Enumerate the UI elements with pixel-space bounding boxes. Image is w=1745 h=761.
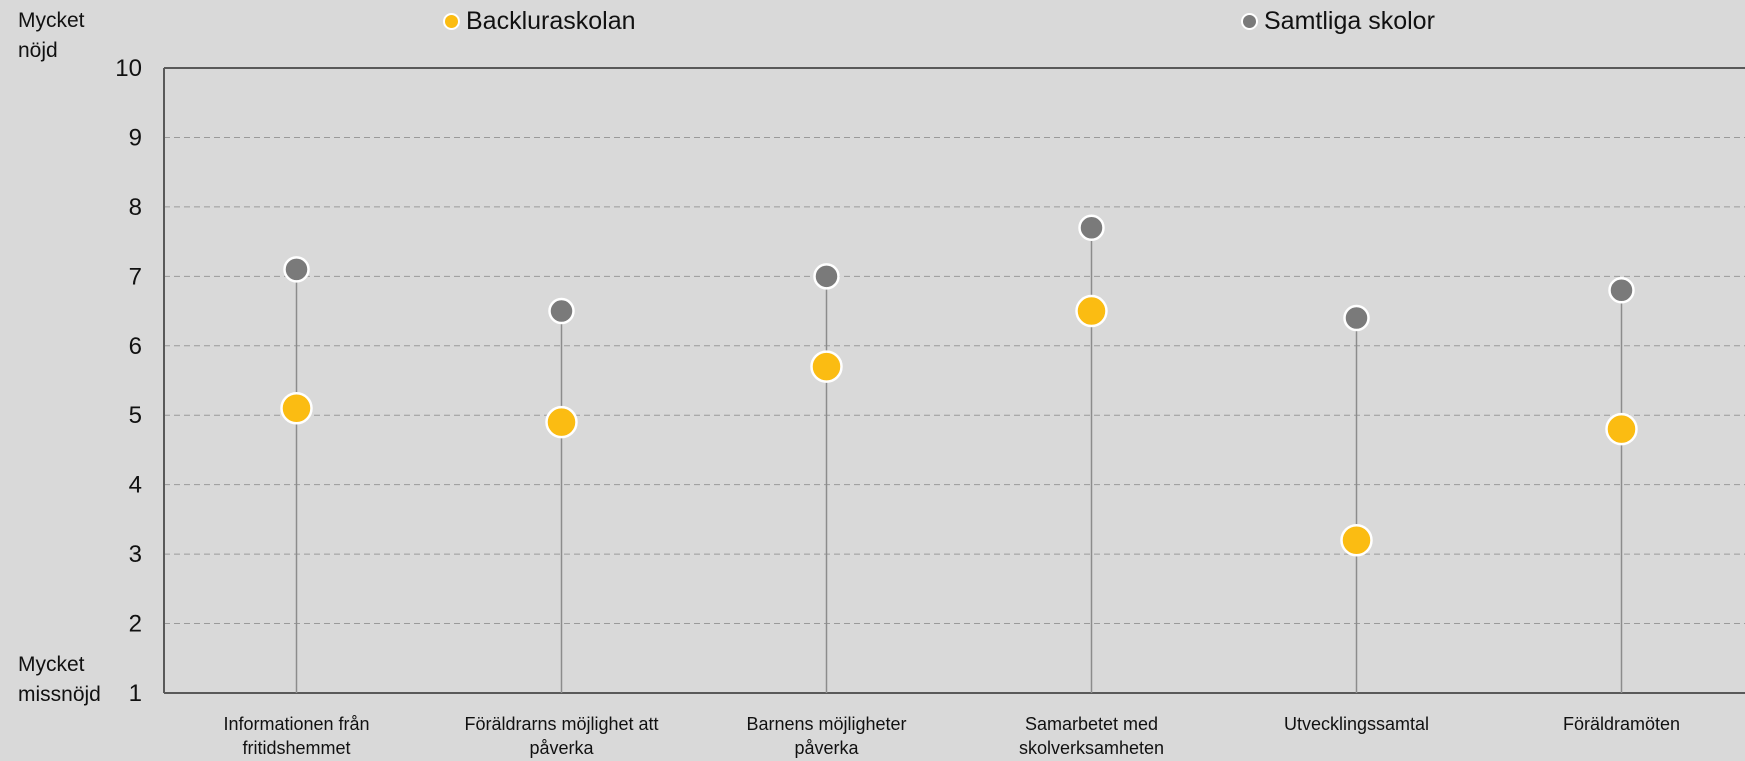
x-category-label-line: Barnens möjligheter [746,714,906,734]
x-category-labels: Informationen från fritidshemmet Föräldrar… [223,714,1680,758]
y-tick-label: 8 [129,194,142,221]
point-samtliga-skolor [813,263,840,290]
x-category-label: Informationen från fritidshemmet [223,714,369,758]
point-samtliga-skolor [1078,214,1105,241]
x-category-label: Föräldrarns möjlighet att påverka [464,714,658,758]
x-category-label-line: Informationen från [223,714,369,734]
y-label-bottom: Mycket missnöjd [18,653,101,706]
x-category-label-line: påverka [529,738,594,758]
y-tick-label: 1 [129,680,142,707]
x-category-label-line: Föräldramöten [1563,714,1680,734]
x-category-label-line: fritidshemmet [242,738,350,758]
x-category-label-line: påverka [794,738,859,758]
y-tick-label: 9 [129,124,142,151]
y-tick-label: 2 [129,611,142,638]
legend-item-samtliga-skolor: Samtliga skolor [1241,6,1435,36]
point-backluraskolan [280,392,313,425]
x-category-label: Barnens möjligheter påverka [746,714,906,758]
legend-item-backluraskolan: Backluraskolan [443,6,636,36]
legend-label-backluraskolan: Backluraskolan [466,6,636,35]
point-backluraskolan [1605,412,1638,446]
y-tick-label: 10 [115,55,142,82]
point-backluraskolan [1075,294,1108,328]
x-category-label: Samarbetet med skolverksamheten [1019,714,1164,758]
point-backluraskolan [545,405,578,439]
x-category-label-line: Samarbetet med [1025,714,1158,734]
point-samtliga-skolor [283,256,310,283]
point-backluraskolan [810,350,843,383]
point-samtliga-skolor [1343,304,1370,332]
point-samtliga-skolor [548,297,575,325]
x-category-label: Föräldramöten [1563,714,1680,734]
x-category-label: Utvecklingssamtal [1284,714,1429,734]
axes [163,67,1745,694]
x-category-label-line: skolverksamheten [1019,738,1164,758]
gridlines [164,136,1745,625]
x-category-label-line: Föräldrarns möjlighet att [464,714,658,734]
legend-label-samtliga-skolor: Samtliga skolor [1264,6,1435,35]
data-points [280,214,1638,557]
point-samtliga-skolor [1608,276,1635,304]
legend-swatch-backluraskolan [443,12,460,30]
y-label-top: Mycket nöjd [18,9,85,62]
y-tick-label: 6 [129,333,142,360]
y-tick-label: 3 [129,541,142,568]
y-tick-label: 4 [129,472,142,499]
x-category-label-line: Utvecklingssamtal [1284,714,1429,734]
legend-swatch-samtliga-skolor [1241,12,1258,30]
y-tick-label: 7 [129,263,142,290]
y-tick-label: 5 [129,402,142,429]
stems [295,227,1623,693]
point-backluraskolan [1340,523,1373,557]
y-tick-labels: 1 2 3 4 5 6 7 8 9 10 [115,55,142,707]
